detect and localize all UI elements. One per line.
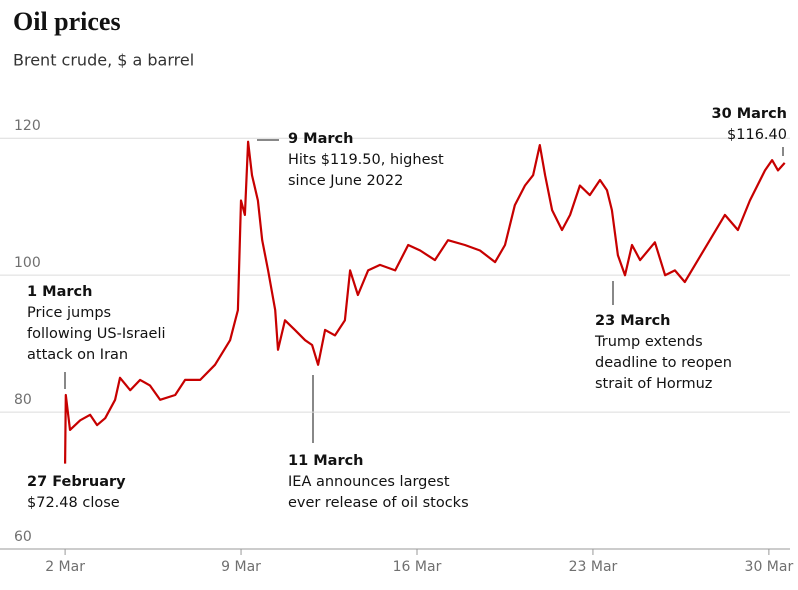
annotation-text: following US-Israeli [27,326,166,342]
annotation-title: 23 March [595,313,671,329]
annotation-text: attack on Iran [27,347,128,363]
y-tick-label: 120 [14,118,41,134]
annotation-text: strait of Hormuz [595,376,712,392]
annotation-text: deadline to reopen [595,355,732,371]
x-tick-label: 16 Mar [393,559,442,575]
annotation-text: Trump extends [594,334,703,350]
annotation-text: IEA announces largest [288,474,450,490]
annotation-text: Price jumps [27,305,111,321]
y-tick-label: 80 [14,392,32,408]
annotation-text: $72.48 close [27,495,120,511]
chart-subtitle: Brent crude, $ a barrel [13,51,194,70]
x-tick-label: 9 Mar [221,559,261,575]
annotation-text: $116.40 [727,127,787,143]
x-tick-label: 30 Mar [745,559,794,575]
annotation-text: ever release of oil stocks [288,495,469,511]
x-tick-label: 23 Mar [569,559,618,575]
annotation-title: 1 March [27,284,92,300]
annotation-title: 11 March [288,453,364,469]
annotation-title: 27 February [27,474,126,490]
x-tick-label: 2 Mar [45,559,85,575]
y-tick-label: 100 [14,255,41,271]
annotation-title: 30 March [711,106,787,122]
annotation-text: Hits $119.50, highest [288,152,444,168]
y-tick-label: 60 [14,529,32,545]
chart-title: Oil prices [13,7,121,36]
annotation-title: 9 March [288,131,353,147]
annotation-text: since June 2022 [288,173,403,189]
price-line [64,140,786,464]
